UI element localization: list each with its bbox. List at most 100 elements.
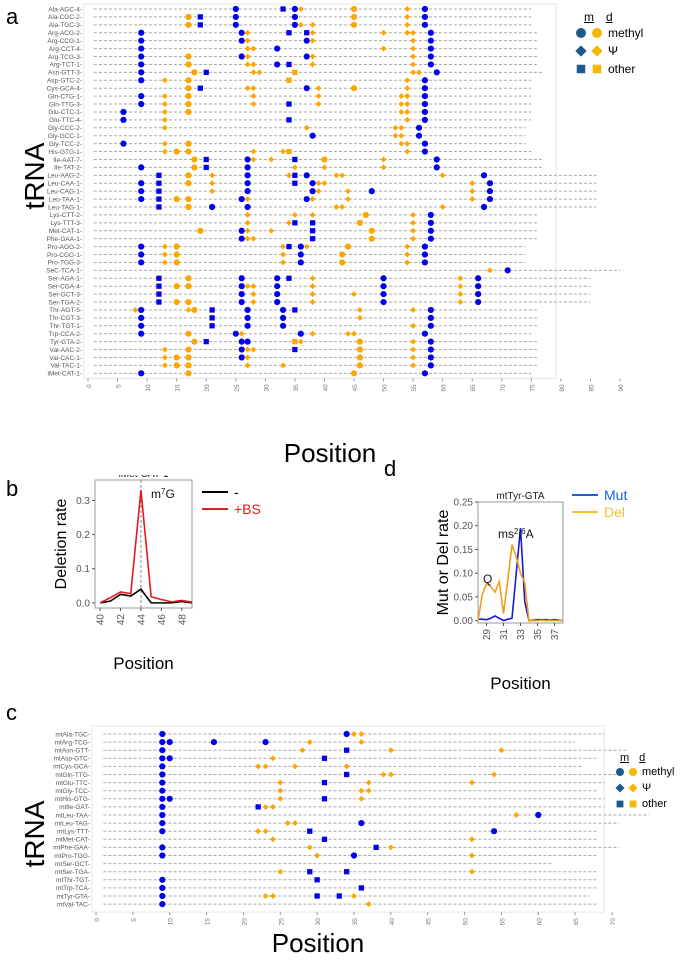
- x-tick-label: 15: [175, 384, 182, 392]
- methyl-mismatch-point: [380, 275, 387, 282]
- methyl-mismatch-point: [421, 140, 429, 147]
- methyl-mismatch-point: [486, 188, 494, 195]
- methyl-mismatch-point: [427, 235, 434, 242]
- methyl-deletion-point: [356, 362, 364, 369]
- psi-deletion-point: [238, 330, 245, 337]
- psi-deletion-point: [309, 275, 316, 282]
- psi-deletion-point: [410, 362, 417, 369]
- methyl-mismatch-point: [159, 844, 166, 851]
- methyl-mismatch-point: [238, 291, 245, 298]
- plot-frame: [477, 501, 564, 624]
- methyl-mismatch-point: [159, 876, 166, 883]
- psi-deletion-point: [404, 85, 411, 92]
- other-mismatch-point: [321, 755, 328, 761]
- psi-deletion-point: [358, 795, 365, 802]
- methyl-mismatch-point: [274, 45, 281, 52]
- row-label: Arg-TCG-3-: [48, 54, 82, 61]
- methyl-mismatch-point: [421, 243, 429, 250]
- methyl-mismatch-point: [244, 306, 251, 314]
- psi-deletion-point: [345, 196, 352, 203]
- psi-deletion-point: [404, 13, 411, 20]
- x-tick-label: 55: [411, 384, 418, 392]
- row-label: Ala-TGC-3-: [49, 22, 82, 29]
- methyl-mismatch-point: [244, 203, 251, 211]
- methyl-mismatch-point: [138, 69, 145, 76]
- methyl-deletion-point: [185, 283, 192, 290]
- psi-deletion-point: [209, 188, 216, 195]
- methyl-deletion-point: [185, 362, 192, 369]
- methyl-mismatch-point: [244, 338, 251, 345]
- psi-deletion-point: [404, 6, 411, 12]
- psi-deletion-point: [250, 283, 257, 290]
- y-tick-label: 0.05: [454, 592, 474, 603]
- psi-deletion-point: [244, 37, 251, 44]
- panel-label-a: a: [6, 4, 19, 29]
- y-tick-label: 0.0: [76, 598, 90, 609]
- y-tick-label: 0.2: [76, 530, 90, 541]
- row-label: Ile-AAT-7-: [53, 157, 82, 164]
- row-label: Ser-CGA-4-: [48, 283, 82, 290]
- annotation-label: ms2i6A: [498, 527, 534, 541]
- x-tick-label: 44: [136, 614, 147, 626]
- methyl-mismatch-point: [427, 29, 434, 36]
- methyl-mismatch-point: [415, 124, 423, 131]
- psi-deletion-point: [468, 868, 475, 875]
- methyl-mismatch-point: [427, 362, 434, 369]
- psi-deletion-point: [161, 251, 168, 258]
- row-label: Cys-GCA-4-: [47, 85, 82, 92]
- psi-deletion-point: [457, 291, 464, 298]
- methyl-mismatch-point: [159, 901, 166, 908]
- methyl-mismatch-point: [421, 100, 429, 108]
- psi-deletion-point: [250, 291, 257, 298]
- psi-deletion-point: [286, 219, 292, 226]
- methyl-mismatch-point: [427, 219, 434, 226]
- psi-deletion-point: [439, 204, 446, 210]
- row-label: Ser-GCT-3-: [48, 291, 82, 298]
- row-label: Ser-TGA-2-: [48, 299, 82, 306]
- methyl-mismatch-point: [427, 37, 434, 44]
- psi-deletion-point: [398, 109, 405, 115]
- methyl-mismatch-point: [421, 85, 429, 92]
- psi-deletion-point: [309, 299, 316, 305]
- methyl-deletion-point: [185, 180, 192, 187]
- psi-deletion-point: [250, 156, 257, 163]
- psi-deletion-point: [244, 196, 251, 203]
- methyl-mismatch-point: [297, 243, 304, 250]
- methyl-mismatch-point: [138, 188, 145, 195]
- methyl-mismatch-point: [504, 267, 511, 274]
- psi-deletion-point: [309, 283, 316, 290]
- methyl-deletion-point: [350, 370, 358, 377]
- methyl-mismatch-point: [433, 69, 440, 76]
- row-label: Leu-CAG-1-: [47, 188, 82, 195]
- row-label: iMet-CAT-1-: [47, 371, 82, 378]
- methyl-mismatch-point: [427, 306, 434, 314]
- other-deletion-point: [286, 148, 292, 155]
- methyl-mismatch-point: [427, 354, 434, 361]
- methyl-mismatch-point: [309, 188, 316, 195]
- row-label: mtAsp-GTC-: [54, 756, 90, 763]
- row-label: Glu-CTC-1-: [48, 109, 82, 116]
- psi-deletion-point: [280, 243, 287, 250]
- panel-d-chart: mtTyr-GTA 0.00 0.05 0.10 0.15 0.20 0.25 29 31 33 3…: [435, 491, 564, 693]
- row-label: Lys-TTT-3-: [50, 220, 82, 227]
- methyl-deletion-point: [185, 195, 192, 203]
- psi-deletion-point: [404, 116, 411, 123]
- other-mismatch-point: [292, 172, 298, 178]
- row-label: mtTyr-GTA-: [57, 893, 90, 900]
- psi-deletion-point: [398, 101, 405, 107]
- methyl-deletion-point: [350, 85, 358, 92]
- row-label: Thr-AGT-5-: [49, 307, 82, 314]
- row-label: SeC-TCA-1-: [46, 268, 82, 275]
- x-tick-label: 65: [573, 918, 580, 926]
- methyl-mismatch-point: [309, 180, 316, 187]
- other-mismatch-point: [292, 346, 298, 353]
- methyl-mismatch-point: [159, 852, 166, 859]
- other-mismatch-point: [307, 828, 313, 834]
- x-axis-title: Position: [113, 654, 173, 673]
- methyl-mismatch-point: [210, 739, 218, 746]
- psi-deletion-point: [387, 771, 394, 778]
- x-tick-label: 20: [241, 918, 248, 926]
- psi-deletion-point: [185, 307, 192, 313]
- methyl-deletion-point: [339, 251, 346, 258]
- row-label: Arg-TCT-1-: [50, 62, 83, 69]
